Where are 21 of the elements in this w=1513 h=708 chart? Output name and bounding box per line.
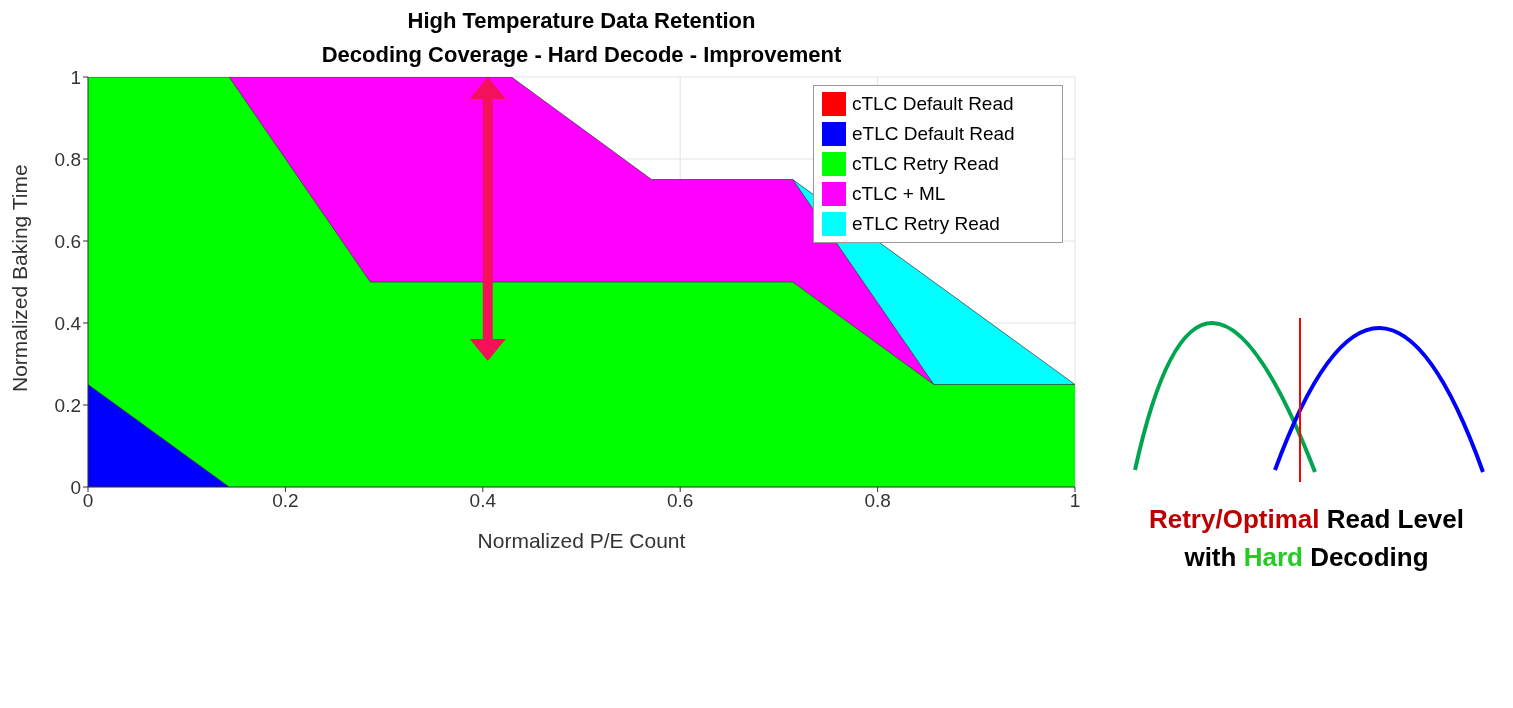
x-tick-label: 0.4 [469,490,497,512]
text: Retry/Optimal Read Level with Hard Decoding [1148,504,1465,572]
legend-label: eTLC Retry Read [852,213,1000,235]
y-tick-label: 0.2 [54,394,81,416]
chart-title: High Temperature Data Retention [406,7,757,35]
legend-label: cTLC + ML [852,183,946,205]
x-tick-label: 0.2 [272,490,299,512]
legend-label: cTLC Retry Read [852,153,999,175]
x-tick-label: 1 [1069,490,1081,512]
x-axis-title: Normalized P/E Count [477,529,686,552]
y-tick-label: 0.8 [54,148,81,170]
chart-subtitle: Decoding Coverage - Hard Decode - Improvement [320,41,843,69]
y-tick-label: 0 [70,476,81,498]
x-tick-label: 0.8 [864,490,891,512]
legend-label: cTLC Default Read [852,93,1014,115]
y-axis-title: Normalized Baking Time [8,164,32,392]
y-tick-label: 0.4 [54,312,82,334]
legend-label: eTLC Default Read [852,123,1015,145]
y-tick-label: 0.6 [54,230,81,252]
y-tick-label: 1 [70,66,81,88]
x-tick-label: 0.6 [666,490,694,512]
